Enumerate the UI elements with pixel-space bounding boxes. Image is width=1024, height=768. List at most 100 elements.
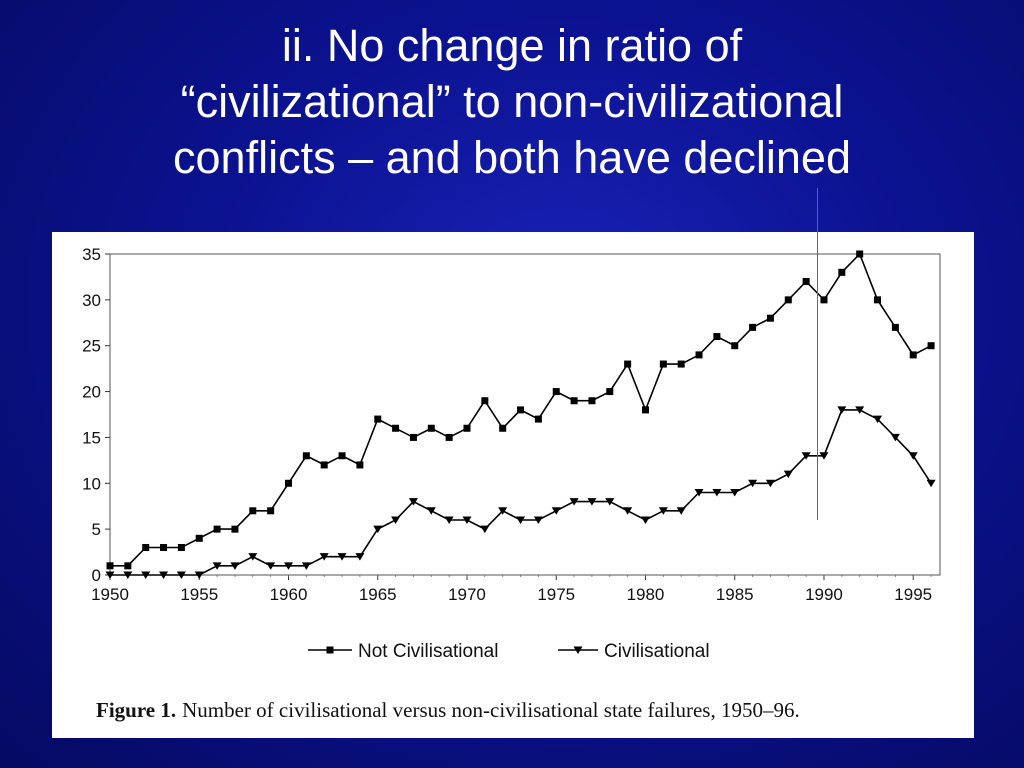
data-point-not-civilisational [106, 562, 114, 570]
data-point-civilisational [694, 488, 704, 497]
data-point-not-civilisational [392, 424, 400, 432]
x-tick-label: 1960 [270, 585, 308, 604]
data-point-civilisational [765, 479, 775, 488]
data-point-not-civilisational [874, 296, 882, 304]
title-line-3: conflicts – and both have declined [173, 132, 851, 183]
data-point-civilisational [105, 571, 115, 579]
data-point-not-civilisational [749, 323, 757, 331]
data-point-not-civilisational [231, 525, 239, 533]
data-point-not-civilisational [624, 360, 632, 368]
y-tick-label: 15 [82, 428, 101, 447]
data-point-civilisational [123, 571, 133, 579]
y-tick-label: 25 [82, 337, 101, 356]
data-point-civilisational [248, 553, 258, 561]
data-point-civilisational [480, 525, 490, 534]
data-point-civilisational [337, 553, 347, 561]
data-point-not-civilisational [517, 406, 525, 414]
x-tick-label: 1975 [537, 585, 575, 604]
data-point-civilisational [230, 562, 240, 570]
data-point-not-civilisational [927, 342, 935, 350]
marker-line [817, 188, 818, 520]
data-point-not-civilisational [481, 397, 489, 405]
data-point-civilisational [658, 507, 668, 515]
data-point-not-civilisational [409, 433, 417, 441]
data-point-civilisational [730, 488, 740, 497]
data-point-civilisational [194, 571, 204, 579]
data-point-not-civilisational [195, 534, 203, 542]
data-point-civilisational [141, 571, 151, 579]
data-point-civilisational [551, 507, 561, 515]
data-point-civilisational [855, 406, 865, 414]
data-point-not-civilisational [374, 415, 382, 423]
data-point-not-civilisational [659, 360, 667, 368]
caption-label: Figure 1. [96, 698, 177, 722]
legend-marker-square [326, 646, 334, 654]
data-point-not-civilisational [552, 388, 560, 396]
data-point-civilisational [373, 525, 383, 534]
x-tick-label: 1965 [359, 585, 397, 604]
data-point-civilisational [498, 507, 508, 515]
data-point-civilisational [819, 452, 829, 460]
data-point-not-civilisational [213, 525, 221, 533]
y-tick-label: 10 [82, 474, 101, 493]
data-point-not-civilisational [802, 278, 810, 286]
y-tick-label: 20 [82, 383, 101, 402]
data-point-civilisational [605, 498, 615, 506]
data-point-civilisational [801, 452, 811, 460]
title-line-1: ii. No change in ratio of [281, 20, 743, 71]
data-point-civilisational [873, 415, 883, 424]
data-point-civilisational [212, 562, 222, 570]
data-point-not-civilisational [784, 296, 792, 304]
data-point-civilisational [676, 507, 686, 515]
data-point-not-civilisational [142, 543, 150, 551]
x-tick-label: 1995 [894, 585, 932, 604]
legend-marker-triangle [573, 646, 583, 654]
data-point-not-civilisational [677, 360, 685, 368]
data-point-civilisational [444, 516, 454, 524]
data-point-not-civilisational [838, 268, 846, 276]
data-point-civilisational [837, 406, 847, 414]
data-point-not-civilisational [606, 388, 614, 396]
data-point-not-civilisational [731, 342, 739, 350]
x-tick-label: 1950 [91, 585, 129, 604]
line-chart: 0 5 10 15 20 25 30 35 1950 1955 1960 1965 1970 1975 19… [82, 245, 941, 662]
data-point-civilisational [623, 507, 633, 515]
data-point-civilisational [783, 470, 793, 479]
data-point-not-civilisational [356, 461, 364, 469]
data-point-civilisational [319, 553, 329, 561]
x-tick-label: 1970 [448, 585, 486, 604]
data-point-not-civilisational [588, 397, 596, 405]
data-point-civilisational [533, 516, 543, 524]
data-point-not-civilisational [177, 543, 185, 551]
figure-panel: 0 5 10 15 20 25 30 35 1950 1955 1960 1965 1970 1975 19… [52, 232, 974, 738]
data-point-not-civilisational [124, 562, 132, 570]
x-tick-label: 1990 [805, 585, 843, 604]
slide-title: ii. No change in ratio of “civilizationa… [20, 18, 1004, 186]
data-point-civilisational [587, 498, 597, 506]
y-tick-label: 0 [92, 566, 101, 585]
data-point-not-civilisational [302, 452, 310, 460]
plot-frame [109, 253, 941, 576]
data-point-not-civilisational [891, 323, 899, 331]
data-point-civilisational [712, 488, 722, 497]
data-point-civilisational [516, 516, 526, 524]
data-point-not-civilisational [427, 424, 435, 432]
data-point-civilisational [462, 516, 472, 524]
data-point-not-civilisational [445, 433, 453, 441]
data-point-not-civilisational [695, 351, 703, 359]
data-point-civilisational [640, 516, 650, 524]
data-point-not-civilisational [284, 479, 292, 487]
x-tick-label: 1980 [627, 585, 665, 604]
caption-text: Number of civilisational versus non-civi… [182, 698, 800, 722]
legend-label-civilisational: Civilisational [604, 641, 710, 662]
series-line-civilisational [110, 409, 932, 576]
legend-label-not-civilisational: Not Civilisational [358, 641, 498, 662]
data-point-not-civilisational [499, 424, 507, 432]
data-point-not-civilisational [463, 424, 471, 432]
data-point-civilisational [283, 562, 293, 570]
data-point-civilisational [159, 571, 169, 579]
data-point-civilisational [408, 498, 418, 506]
data-point-not-civilisational [320, 461, 328, 469]
figure-caption: Figure 1. Number of civilisational versus… [96, 698, 800, 723]
data-point-not-civilisational [160, 543, 168, 551]
